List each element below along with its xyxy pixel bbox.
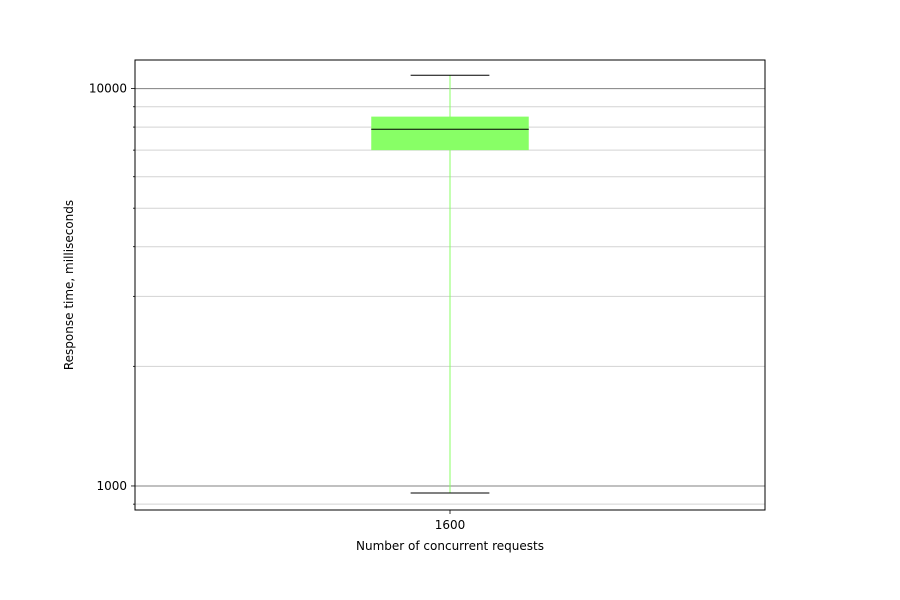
x-axis: 1600 [435, 510, 466, 532]
box-1600 [371, 74, 529, 494]
x-tick-label: 1600 [435, 518, 466, 532]
box-iqr [371, 116, 529, 151]
x-axis-label: Number of concurrent requests [356, 539, 544, 553]
y-axis: 1000 10000 [89, 82, 135, 505]
boxes [371, 74, 529, 494]
y-axis-label: Response time, milliseconds [62, 200, 76, 370]
y-tick-label: 10000 [89, 82, 127, 96]
y-tick-label: 1000 [96, 479, 127, 493]
